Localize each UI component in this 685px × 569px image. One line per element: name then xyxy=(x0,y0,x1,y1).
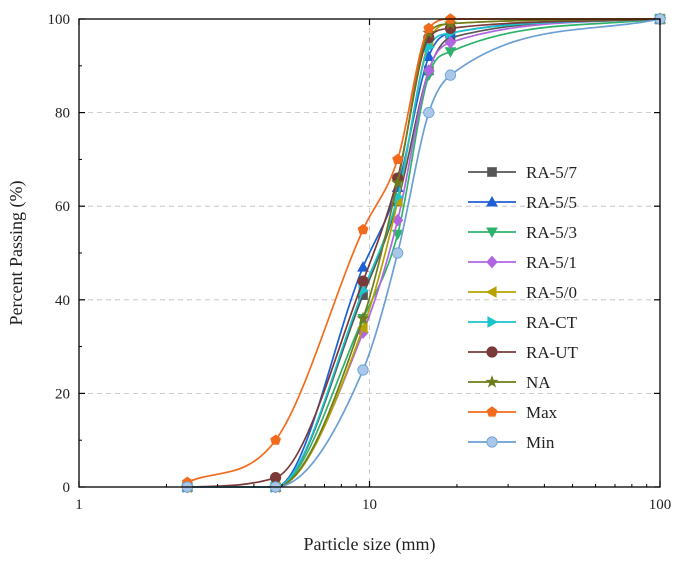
legend-swatch-marker xyxy=(485,375,499,388)
x-axis-title: Particle size (mm) xyxy=(304,534,436,555)
y-tick-label: 0 xyxy=(63,480,71,496)
legend-item: RA-5/5 xyxy=(468,193,577,212)
legend-swatch-marker xyxy=(486,227,498,239)
series-RA-5/0 xyxy=(181,13,665,493)
data-point xyxy=(423,64,435,77)
data-point xyxy=(423,107,435,119)
legend-swatch-marker xyxy=(487,316,499,328)
legend-label: Min xyxy=(526,433,555,452)
data-point xyxy=(357,364,369,376)
legend-item: RA-5/1 xyxy=(468,253,577,272)
series-Max xyxy=(181,13,666,487)
legend: RA-5/7 RA-5/5 RA-5/3 RA-5/1 RA-5/0 RA-CT RA-UT… xyxy=(468,163,579,452)
legend-item: NA xyxy=(468,373,551,392)
data-point xyxy=(357,322,368,334)
series-line xyxy=(187,18,661,488)
legend-label: RA-5/1 xyxy=(526,253,577,272)
legend-item: RA-5/0 xyxy=(468,283,577,302)
legend-label: RA-5/5 xyxy=(526,193,577,212)
legend-item: RA-CT xyxy=(468,313,578,332)
axes: 0 20 40 60 80 100 1 10 100 xyxy=(48,12,672,513)
x-tick-label: 1 xyxy=(75,497,83,513)
legend-swatch-marker xyxy=(486,346,498,358)
legend-label: Max xyxy=(526,403,558,422)
legend-item: Min xyxy=(468,433,555,452)
legend-label: RA-UT xyxy=(526,343,579,362)
y-tick-label: 20 xyxy=(55,386,70,402)
x-tick-label: 10 xyxy=(362,497,377,513)
series-group xyxy=(180,12,667,494)
y-tick-label: 40 xyxy=(55,293,70,309)
series-RA-5/7 xyxy=(182,14,665,492)
y-tick-label: 100 xyxy=(48,12,71,28)
data-point xyxy=(357,261,369,272)
legend-item: RA-5/7 xyxy=(468,163,578,182)
data-point xyxy=(444,69,457,81)
legend-label: RA-5/7 xyxy=(526,163,578,182)
y-tick-label: 60 xyxy=(55,199,70,215)
x-tick-label: 100 xyxy=(649,497,672,513)
data-point xyxy=(423,22,435,33)
legend-item: Max xyxy=(468,403,558,422)
legend-swatch-marker xyxy=(486,195,498,207)
legend-label: RA-5/0 xyxy=(526,283,577,302)
data-point xyxy=(356,311,370,325)
legend-swatch-marker xyxy=(487,167,497,177)
legend-item: RA-UT xyxy=(468,343,579,362)
data-point xyxy=(391,175,405,189)
legend-swatch-marker xyxy=(486,255,498,269)
data-point xyxy=(392,153,404,165)
legend-swatch-marker xyxy=(486,436,498,448)
legend-label: RA-CT xyxy=(526,313,578,332)
legend-swatch-marker xyxy=(486,406,498,417)
legend-label: RA-5/3 xyxy=(526,223,577,242)
data-point xyxy=(357,223,369,235)
data-point xyxy=(270,434,281,445)
data-point xyxy=(392,247,404,259)
legend-label: NA xyxy=(526,373,551,392)
legend-item: RA-5/3 xyxy=(468,223,577,242)
y-axis-title: Percent Passing (%) xyxy=(6,181,27,326)
y-tick-label: 80 xyxy=(55,106,70,122)
data-point xyxy=(444,36,457,49)
data-point xyxy=(357,275,369,287)
legend-swatch-marker xyxy=(485,286,497,298)
